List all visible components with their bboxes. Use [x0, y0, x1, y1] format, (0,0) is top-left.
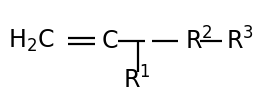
Text: $\mathrm{R^1}$: $\mathrm{R^1}$: [123, 66, 151, 94]
Text: $\mathrm{C}$: $\mathrm{C}$: [101, 30, 119, 53]
Text: $\mathrm{R^2}$: $\mathrm{R^2}$: [185, 27, 212, 55]
Text: $\mathrm{R^3}$: $\mathrm{R^3}$: [226, 27, 254, 55]
Text: $\mathrm{H_2C}$: $\mathrm{H_2C}$: [8, 28, 54, 54]
